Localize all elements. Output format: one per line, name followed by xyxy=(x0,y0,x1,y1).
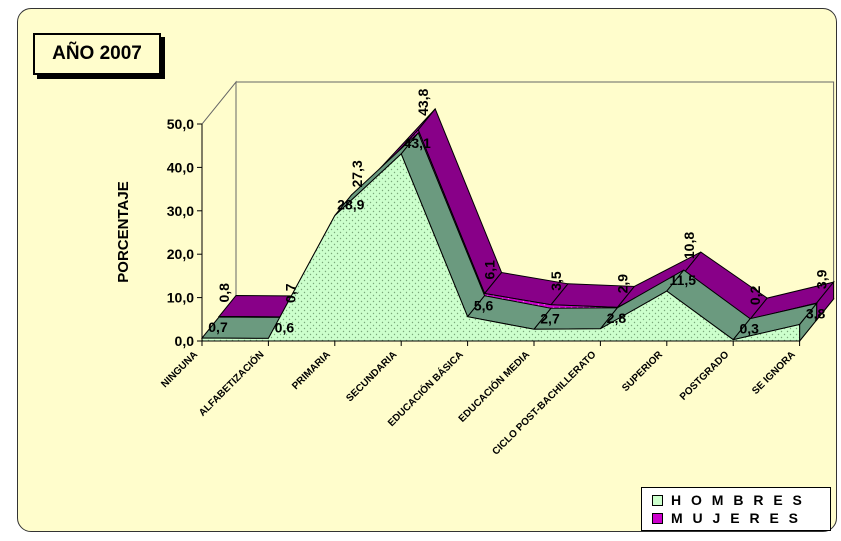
x-tick-label: PRIMARIA xyxy=(290,349,333,392)
y-axis-title: PORCENTAJE xyxy=(115,181,132,282)
data-label-hombres: 28,9 xyxy=(337,197,364,213)
x-tick-label: ALFABETIZACIÓN xyxy=(196,348,267,419)
data-label-hombres: 0,6 xyxy=(275,319,295,335)
x-tick-label: SE IGNORA xyxy=(750,349,797,396)
data-label-mujeres: 3,9 xyxy=(814,269,830,289)
y-tick-label: 10,0 xyxy=(167,290,194,306)
data-label-hombres: 43,1 xyxy=(404,135,431,151)
data-label-mujeres: 0,8 xyxy=(216,283,232,303)
x-tick-label: CICLO POST-BACHILLERATO xyxy=(490,349,598,457)
legend-swatch-mujeres xyxy=(652,512,663,524)
x-tick-label: SUPERIOR xyxy=(620,349,665,394)
chart-title: AÑO 2007 xyxy=(33,33,161,75)
data-label-mujeres: 6,1 xyxy=(482,260,498,280)
data-label-hombres: 5,6 xyxy=(474,298,494,314)
data-label-hombres: 2,8 xyxy=(607,310,627,326)
data-label-hombres: 0,3 xyxy=(739,321,759,337)
legend-item-hombres: H O M B R E S xyxy=(652,491,830,509)
x-tick-label: EDUCACIÓN MEDIA xyxy=(455,348,532,425)
data-label-mujeres: 0,2 xyxy=(747,285,763,305)
x-tick-label: SECUNDARIA xyxy=(344,349,399,404)
data-label-mujeres: 0,7 xyxy=(282,283,298,303)
legend: H O M B R E S M U J E R E S xyxy=(641,487,831,531)
data-label-mujeres: 3,5 xyxy=(548,271,564,291)
data-label-mujeres: 10,8 xyxy=(681,232,697,259)
data-label-hombres: 0,7 xyxy=(208,319,228,335)
data-label-hombres: 2,7 xyxy=(540,310,560,326)
data-label-mujeres: 43,8 xyxy=(415,88,431,115)
y-tick-label: 30,0 xyxy=(167,203,194,219)
x-tick-label: NINGUNA xyxy=(159,349,200,390)
data-label-mujeres: 2,9 xyxy=(614,274,630,294)
legend-item-mujeres: M U J E R E S xyxy=(652,509,830,527)
data-label-hombres: 3,8 xyxy=(806,306,826,322)
x-tick-label: EDUCACIÓN BÁSICA xyxy=(385,348,466,429)
series-hombres-front-face xyxy=(201,153,801,342)
y-tick-label: 0,0 xyxy=(175,333,195,349)
data-label-hombres: 11,5 xyxy=(670,272,697,288)
legend-swatch-hombres xyxy=(652,494,663,506)
y-tick-label: 40,0 xyxy=(167,159,194,175)
y-tick-label: 20,0 xyxy=(167,246,194,262)
legend-label-hombres: H O M B R E S xyxy=(671,492,805,508)
legend-label-mujeres: M U J E R E S xyxy=(671,510,802,526)
data-label-mujeres: 27,3 xyxy=(349,160,365,187)
y-tick-label: 50,0 xyxy=(167,116,194,132)
x-tick-label: POSTGRADO xyxy=(678,349,732,403)
